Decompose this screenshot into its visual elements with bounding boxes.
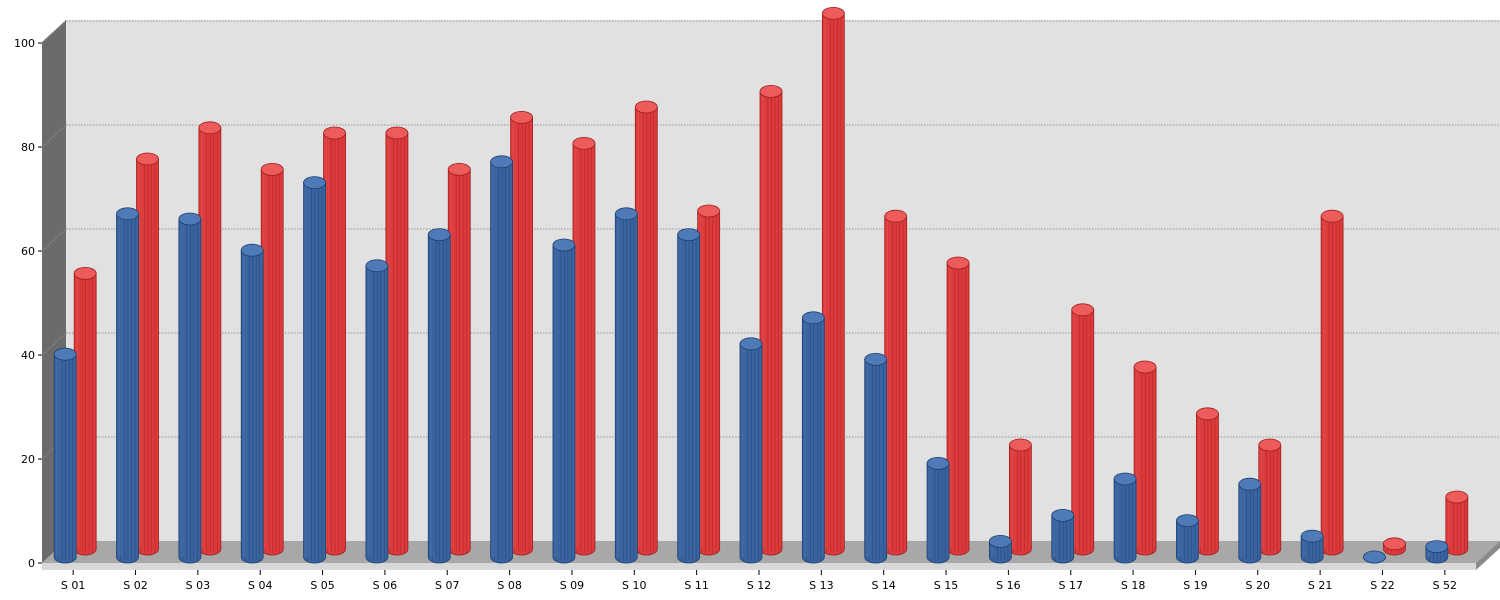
y-axis: 0 20 40 60 80 100 — [14, 37, 42, 570]
bar-series2 — [572, 136, 596, 556]
bar-series2 — [260, 162, 284, 556]
x-tick-label: S 13 — [809, 579, 833, 592]
x-tick-label: S 16 — [996, 579, 1020, 592]
bar-series1 — [677, 228, 701, 564]
bar-series2 — [634, 100, 658, 556]
bar-series2 — [759, 85, 783, 556]
bar-series1 — [1113, 472, 1137, 564]
gridline-side — [41, 332, 67, 356]
bar-series2 — [1383, 537, 1406, 556]
x-tick-label: S 03 — [186, 579, 210, 592]
bar-series1 — [427, 228, 451, 564]
bar-series2 — [1008, 438, 1032, 556]
bar-series1 — [240, 243, 264, 564]
bar-series2 — [1196, 407, 1219, 556]
y-tick-label: 40 — [21, 349, 35, 362]
bar-series1 — [1051, 509, 1075, 564]
x-tick-label: S 14 — [871, 579, 895, 592]
x-tick-label: S 21 — [1308, 579, 1332, 592]
bar-series2 — [323, 126, 346, 556]
bar-series2 — [198, 121, 222, 556]
x-tick-label: S 22 — [1370, 579, 1394, 592]
bar-series2 — [1320, 209, 1344, 556]
bar-series2 — [1133, 360, 1157, 556]
floor-front-edge — [42, 563, 1476, 570]
bar-series1 — [116, 207, 139, 564]
bar-series1 — [1363, 550, 1386, 564]
x-tick-label: S 15 — [934, 579, 958, 592]
bar-series2 — [821, 6, 845, 556]
bar-series2 — [385, 126, 409, 556]
x-tick-label: S 19 — [1183, 579, 1207, 592]
bars — [53, 6, 1469, 564]
y-tick-label: 80 — [21, 141, 35, 154]
floor-side-edge — [1476, 541, 1500, 570]
gridlines — [41, 20, 1500, 460]
x-tick-label: S 20 — [1246, 579, 1270, 592]
bar-series1 — [1238, 477, 1262, 564]
gridline-side — [41, 20, 67, 44]
bar-series2 — [447, 162, 471, 556]
x-tick-label: S 06 — [373, 579, 397, 592]
bar-series2 — [1258, 438, 1282, 556]
bar-series2 — [73, 266, 97, 556]
y-tick-label: 100 — [14, 37, 35, 50]
bar-series1 — [801, 311, 825, 564]
y-tick-label: 0 — [28, 557, 35, 570]
bar-series1 — [178, 212, 202, 564]
x-tick-label: S 11 — [684, 579, 708, 592]
x-tick-label: S 10 — [622, 579, 646, 592]
x-tick-label: S 12 — [747, 579, 771, 592]
bar-series2 — [697, 204, 721, 556]
x-tick-label: S 02 — [123, 579, 147, 592]
x-tick-label: S 08 — [497, 579, 521, 592]
x-tick-label: S 18 — [1121, 579, 1145, 592]
x-tick-label: S 07 — [435, 579, 459, 592]
x-tick-label: S 17 — [1058, 579, 1082, 592]
bar-series1 — [53, 347, 77, 564]
bar-series2 — [1445, 490, 1469, 556]
x-tick-label: S 05 — [310, 579, 334, 592]
x-tick-label: S 09 — [560, 579, 584, 592]
bar-series1 — [614, 207, 638, 564]
bar-series2 — [1071, 303, 1095, 556]
gridline-side — [41, 228, 67, 252]
bar-series2 — [884, 209, 908, 556]
bar-series1 — [1425, 540, 1449, 564]
bar-series2 — [510, 111, 534, 556]
bar-series1 — [739, 337, 763, 564]
bar-series1 — [365, 259, 389, 564]
y-tick-label: 60 — [21, 245, 35, 258]
x-tick-label: S 52 — [1433, 579, 1457, 592]
bar-series1 — [988, 535, 1012, 564]
x-axis: S 01 S 02 S 03 S 04 S 05 S 06 S 07 S 08 S 09 S 10… — [61, 570, 1457, 592]
bar-series1 — [552, 238, 576, 564]
y-tick-label: 20 — [21, 453, 35, 466]
bar-series1 — [303, 176, 326, 564]
bar-series1 — [864, 352, 888, 564]
bar-series2 — [946, 256, 970, 556]
bar-series1 — [490, 155, 514, 564]
bar-series1 — [926, 456, 950, 564]
gridline-side — [41, 124, 67, 148]
bar-series1 — [1300, 529, 1324, 564]
bar-series1 — [1176, 514, 1199, 564]
x-tick-label: S 01 — [61, 579, 85, 592]
x-tick-label: S 04 — [248, 579, 272, 592]
bar-series2 — [136, 152, 159, 556]
